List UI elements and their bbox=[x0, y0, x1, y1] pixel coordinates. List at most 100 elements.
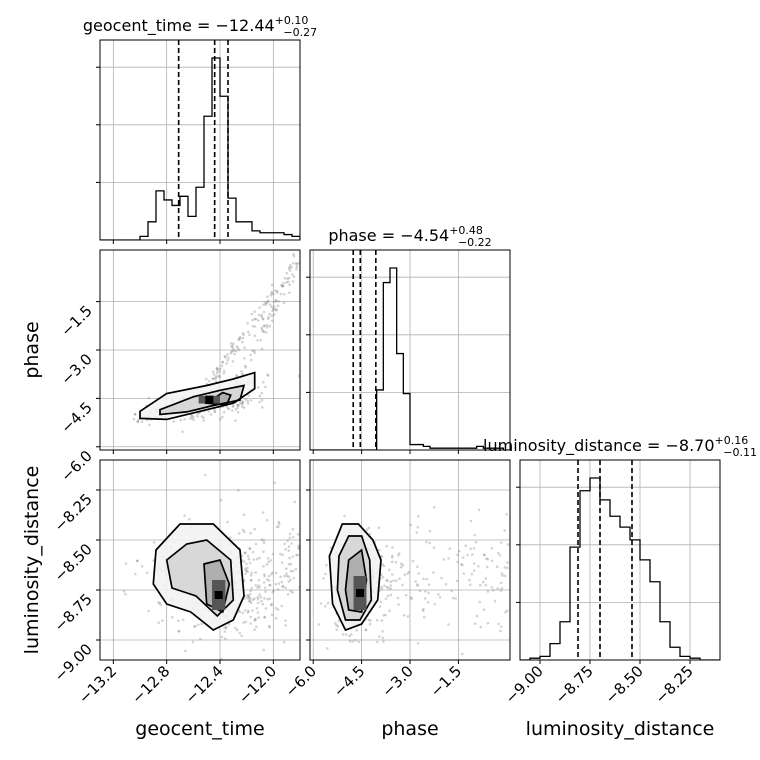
sample-point bbox=[234, 419, 237, 423]
sample-point bbox=[268, 303, 272, 306]
title-luminosity-distance: luminosity_distance = −8.70+0.16 −0.11 bbox=[483, 434, 757, 459]
sample-point bbox=[240, 372, 244, 376]
sample-point bbox=[214, 374, 218, 378]
sample-point bbox=[256, 601, 260, 605]
sample-point bbox=[188, 517, 191, 521]
sample-point bbox=[403, 573, 407, 576]
sample-point bbox=[124, 562, 128, 565]
sample-point bbox=[275, 525, 279, 529]
sample-point bbox=[264, 331, 268, 334]
sample-point bbox=[281, 584, 285, 588]
sample-point bbox=[256, 596, 260, 599]
sample-point bbox=[237, 532, 241, 535]
sample-point bbox=[287, 545, 291, 548]
histogram-luminosity-distance bbox=[520, 460, 720, 660]
sample-point bbox=[223, 355, 227, 358]
sample-point bbox=[382, 614, 386, 617]
sample-point bbox=[264, 590, 267, 593]
sample-point bbox=[251, 318, 254, 322]
sample-point bbox=[267, 579, 271, 582]
sample-point bbox=[223, 626, 226, 629]
sample-point bbox=[181, 430, 184, 434]
sample-point bbox=[414, 580, 418, 583]
sample-point bbox=[263, 573, 266, 576]
sample-point bbox=[478, 600, 482, 604]
sample-point bbox=[290, 265, 293, 269]
sample-point bbox=[378, 605, 382, 608]
sample-point bbox=[335, 623, 338, 627]
sample-point bbox=[281, 284, 285, 288]
sample-point bbox=[235, 374, 238, 378]
sample-point bbox=[253, 349, 256, 353]
sample-point bbox=[377, 635, 381, 638]
sample-point bbox=[262, 541, 266, 544]
sample-point bbox=[205, 377, 208, 381]
sample-point bbox=[274, 616, 278, 620]
sample-point bbox=[242, 406, 246, 409]
tick-label-y-luminosity-distance: −8.25 bbox=[51, 490, 96, 535]
panel-grid bbox=[100, 40, 300, 240]
sample-point bbox=[451, 596, 455, 600]
sample-point bbox=[341, 633, 345, 636]
sample-point bbox=[199, 637, 202, 641]
sample-point bbox=[253, 310, 256, 313]
sample-point bbox=[257, 386, 260, 389]
sample-point bbox=[274, 289, 277, 293]
sample-point bbox=[264, 607, 268, 610]
tick-label-x-geocent-time: −12.0 bbox=[235, 662, 280, 707]
sample-point bbox=[246, 321, 249, 325]
sample-point bbox=[265, 578, 269, 581]
x-axis-label-geocent-time: geocent_time bbox=[135, 718, 264, 740]
sample-point bbox=[146, 571, 149, 575]
sample-point bbox=[503, 529, 507, 532]
sample-point bbox=[344, 633, 348, 636]
sample-point bbox=[385, 578, 388, 582]
sample-point bbox=[241, 400, 245, 404]
tick-label-y-luminosity-distance: −8.75 bbox=[51, 590, 96, 635]
sample-point bbox=[253, 527, 256, 531]
sample-point bbox=[287, 276, 291, 280]
sample-point bbox=[236, 346, 240, 350]
tick-label-x-luminosity-distance: −8.25 bbox=[652, 662, 697, 707]
sample-point bbox=[265, 326, 269, 329]
sample-point bbox=[227, 356, 230, 360]
sample-point bbox=[381, 636, 385, 640]
sample-point bbox=[251, 349, 254, 353]
sample-point bbox=[399, 565, 403, 569]
sample-point bbox=[132, 417, 136, 421]
sample-point bbox=[263, 324, 266, 328]
sample-point bbox=[137, 418, 140, 422]
sample-point bbox=[491, 589, 495, 592]
sample-point bbox=[282, 640, 286, 644]
sample-point bbox=[409, 523, 413, 526]
sample-point bbox=[504, 611, 507, 614]
sample-point bbox=[211, 370, 215, 374]
sample-point bbox=[241, 402, 244, 406]
sample-point bbox=[417, 572, 421, 575]
sample-point bbox=[246, 554, 250, 558]
sample-point bbox=[317, 623, 321, 626]
sample-point bbox=[479, 583, 482, 587]
sample-point bbox=[471, 553, 474, 556]
sample-point bbox=[279, 575, 282, 579]
sample-point bbox=[231, 409, 234, 412]
sample-point bbox=[251, 325, 255, 328]
sample-point bbox=[265, 323, 269, 327]
sample-point bbox=[283, 276, 287, 280]
sample-point bbox=[464, 544, 468, 547]
sample-point bbox=[281, 553, 284, 557]
sample-point bbox=[249, 592, 252, 596]
sample-point bbox=[183, 514, 186, 518]
sample-point bbox=[235, 374, 238, 377]
sample-point bbox=[381, 630, 384, 633]
sample-point bbox=[271, 552, 275, 556]
sample-point bbox=[289, 569, 293, 573]
sample-point bbox=[136, 420, 140, 424]
sample-point bbox=[257, 313, 261, 317]
histogram-step bbox=[520, 477, 720, 660]
sample-point bbox=[284, 548, 288, 551]
sample-point bbox=[244, 366, 247, 369]
sample-point bbox=[290, 542, 294, 545]
sample-point bbox=[348, 639, 352, 643]
histogram-step bbox=[100, 57, 300, 240]
